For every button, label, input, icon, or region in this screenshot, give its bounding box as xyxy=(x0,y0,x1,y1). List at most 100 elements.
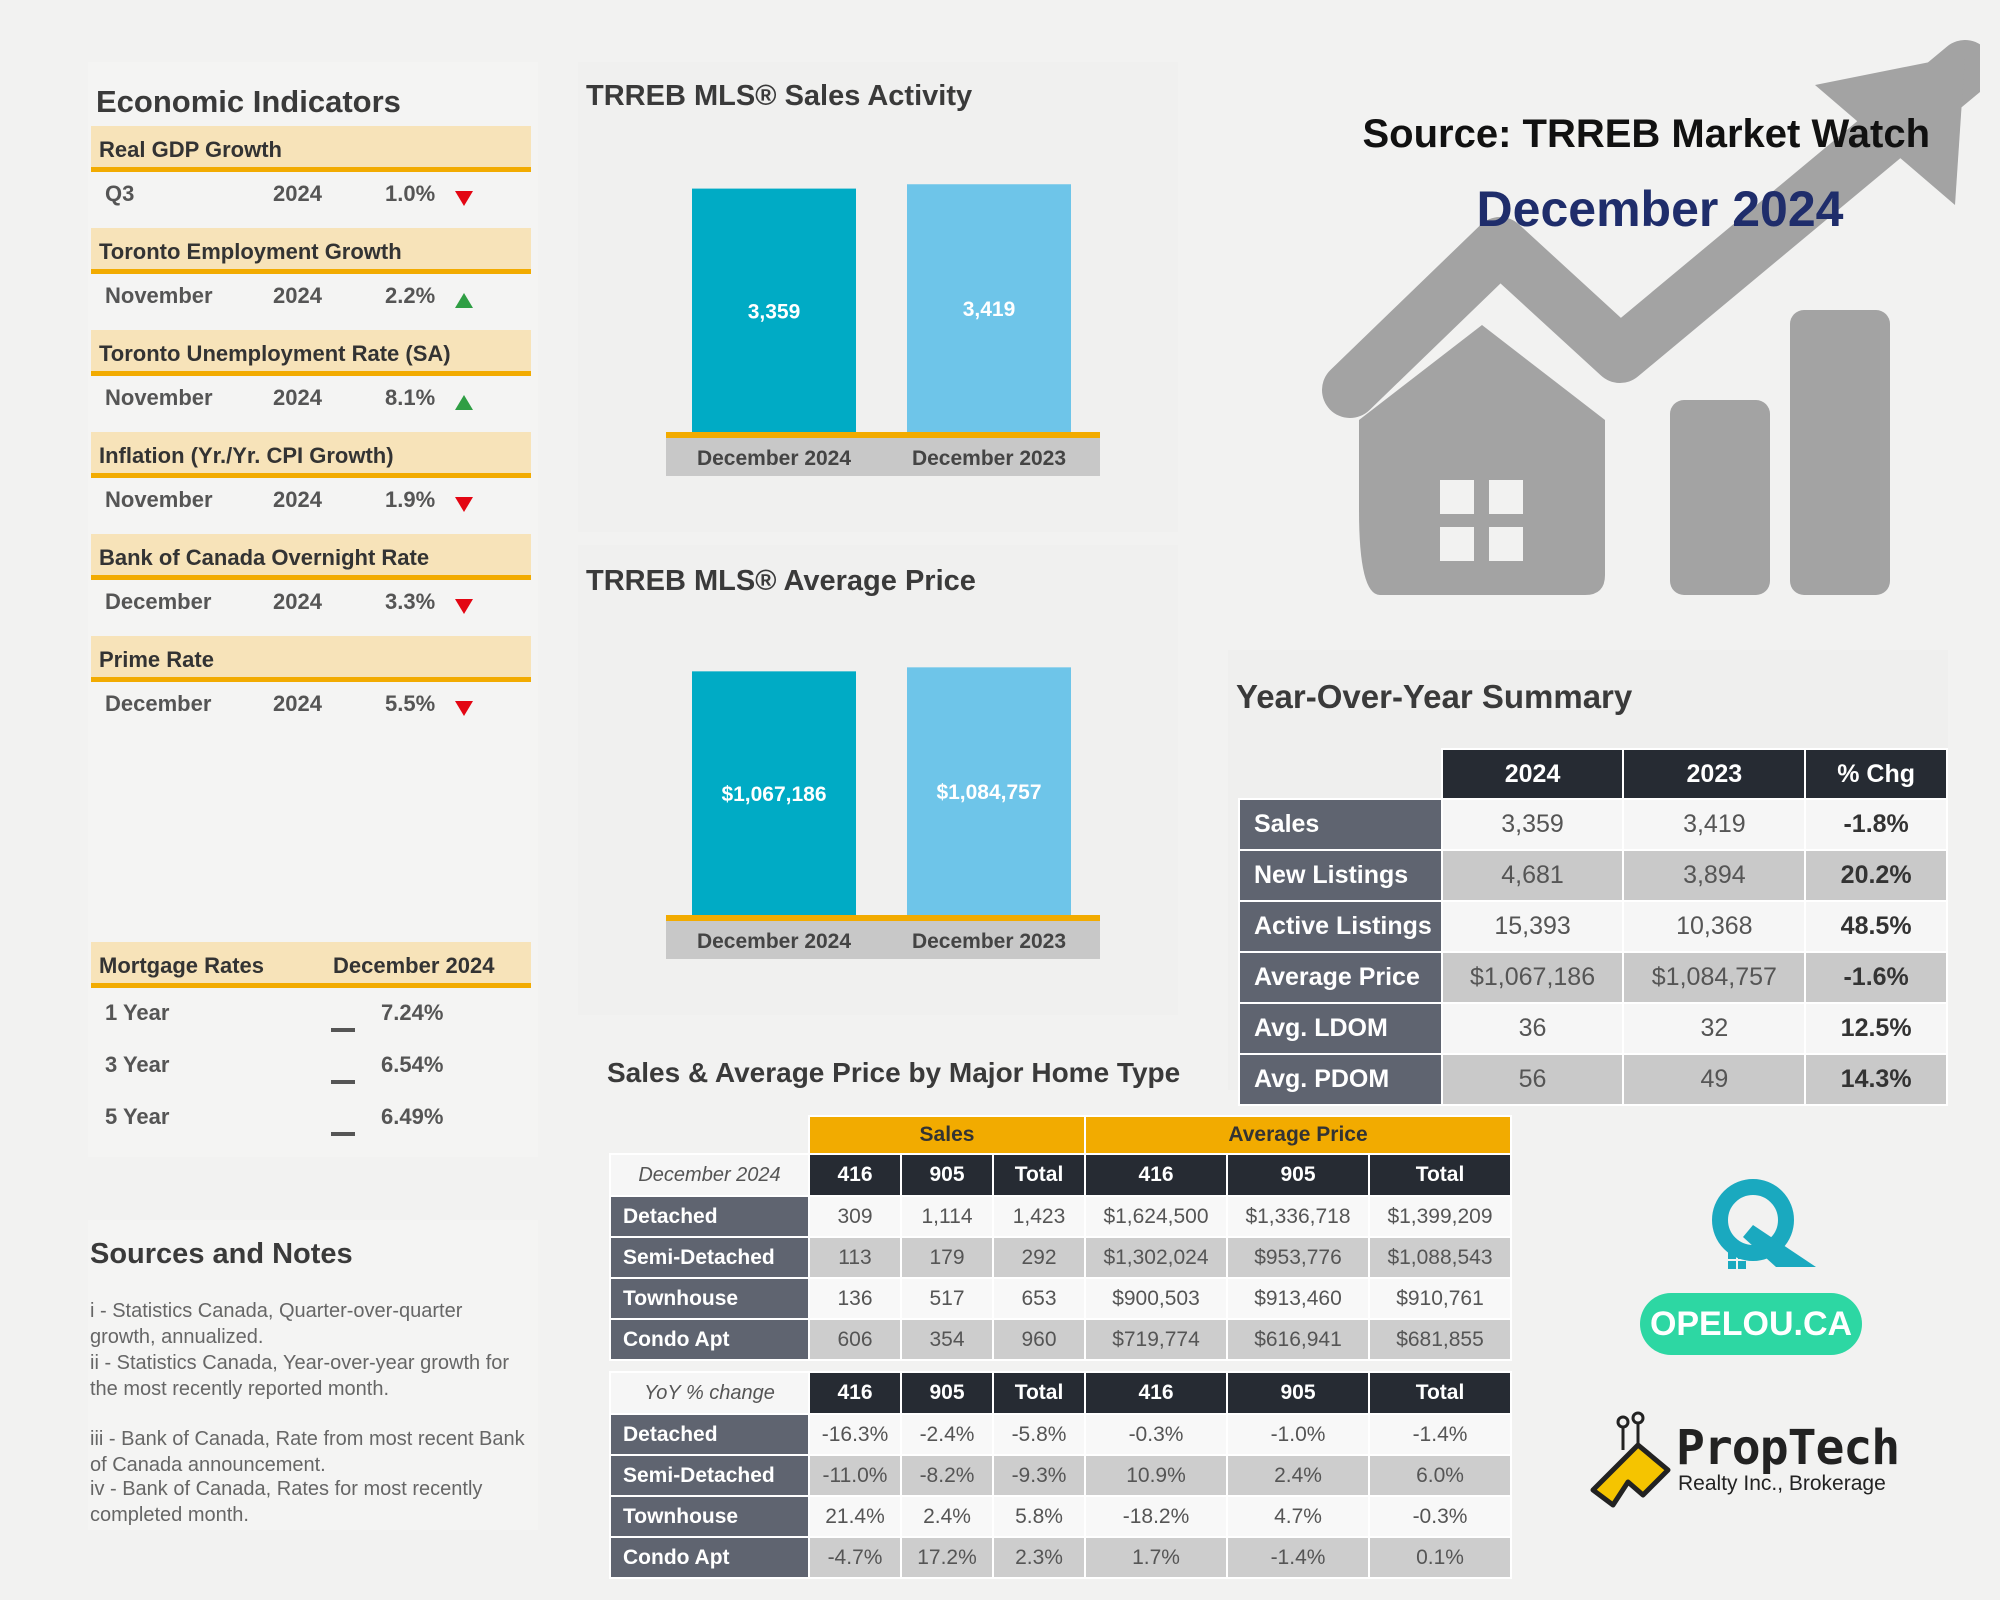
col-905: 905 xyxy=(1226,1371,1370,1415)
home-type-cell: 2.4% xyxy=(1226,1454,1370,1497)
indicator-name: Toronto Employment Growth xyxy=(91,228,531,274)
home-type-cell: -1.0% xyxy=(1226,1413,1370,1456)
growth-house-graphic xyxy=(1322,40,1980,595)
home-type-row: Townhouse 136 517 653 $900,503 $913,460 $910,7… xyxy=(609,1277,1512,1320)
opelou-site-badge[interactable]: OPELOU.CA xyxy=(1640,1293,1862,1355)
note-item: iv - Bank of Canada, Rates for most rece… xyxy=(90,1478,483,1526)
yoy-row: Avg. PDOM 56 49 14.3% xyxy=(1238,1053,1948,1106)
mortgage-rate: 7.24% xyxy=(381,1000,444,1025)
home-type-cell: 5.8% xyxy=(992,1495,1086,1538)
indicator-year: 2024 xyxy=(273,283,322,308)
home-type-cell: -1.4% xyxy=(1226,1536,1370,1579)
window-icon xyxy=(1440,527,1474,561)
home-type-cell: -0.3% xyxy=(1084,1413,1228,1456)
home-type-label: Detached xyxy=(609,1413,810,1456)
home-type-cell: 21.4% xyxy=(808,1495,902,1538)
sources-notes-panel: Sources and Notes i - Statistics Canada,… xyxy=(88,1220,538,1530)
home-type-cell: 0.1% xyxy=(1368,1536,1512,1579)
col-905: 905 xyxy=(1226,1153,1370,1197)
home-type-title: Sales & Average Price by Major Home Type xyxy=(607,1057,1181,1088)
price-group-header: Average Price xyxy=(1084,1115,1512,1155)
yoy-value-2024: $1,067,186 xyxy=(1440,951,1625,1004)
home-type-cell: 136 xyxy=(808,1277,902,1320)
home-type-cell: -0.3% xyxy=(1368,1495,1512,1538)
col-905: 905 xyxy=(900,1153,994,1197)
indicator-row: November 2024 1.9% xyxy=(91,478,531,522)
yoy-row-label: Active Listings xyxy=(1238,900,1443,953)
trend-down-icon xyxy=(455,186,473,212)
mortgage-row: 5 Year 6.49% xyxy=(91,1092,531,1144)
home-type-cell: -4.7% xyxy=(808,1536,902,1579)
home-type-cell: 354 xyxy=(900,1318,994,1361)
indicator-value: 2.2% xyxy=(385,283,436,308)
home-type-cell: 2.4% xyxy=(900,1495,994,1538)
mortgage-rates-header: Mortgage Rates December 2024 xyxy=(91,942,531,988)
window-icon xyxy=(1489,527,1523,561)
indicator-value: 5.5% xyxy=(385,691,436,716)
growth-bar-icon xyxy=(1790,310,1890,595)
trend-up-icon xyxy=(455,390,473,416)
home-type-cell: -1.4% xyxy=(1368,1413,1512,1456)
bar-2023 xyxy=(907,667,1071,915)
yoy-row-label: Sales xyxy=(1238,798,1443,851)
home-type-cell: -5.8% xyxy=(992,1413,1086,1456)
home-type-cell: $910,761 xyxy=(1368,1277,1512,1320)
yoy-col-header: 2024 xyxy=(1440,748,1625,800)
indicator-name: Prime Rate xyxy=(91,636,531,682)
average-price-title: TRREB MLS® Average Price xyxy=(586,565,976,597)
category-tick-label: December 2023 xyxy=(912,930,1066,953)
yoy-row-label: New Listings xyxy=(1238,849,1443,902)
yoy-value-2024: 15,393 xyxy=(1440,900,1625,953)
yoy-value-2023: 3,419 xyxy=(1622,798,1807,851)
home-type-label: Semi-Detached xyxy=(609,1454,810,1497)
bar-value-label: 3,419 xyxy=(963,298,1016,321)
yoy-value-2023: 10,368 xyxy=(1622,900,1807,953)
axis-baseline xyxy=(666,915,1100,921)
mortgage-rates-label: Mortgage Rates xyxy=(99,953,265,978)
yoy-value-2023: 32 xyxy=(1622,1002,1807,1055)
sales-activity-panel: TRREB MLS® Sales Activity 3,359 December … xyxy=(578,62,1178,532)
home-type-cell: $616,941 xyxy=(1226,1318,1370,1361)
sales-group-header: Sales xyxy=(808,1115,1086,1155)
mortgage-term: 1 Year xyxy=(105,1000,170,1025)
yoy-col-header: 2023 xyxy=(1622,748,1807,800)
category-tick-label: December 2023 xyxy=(912,447,1066,470)
indicator-period: December xyxy=(105,589,212,614)
home-type-cell: 113 xyxy=(808,1236,902,1279)
home-type-cell: 1,114 xyxy=(900,1195,994,1238)
home-type-cell: 1.7% xyxy=(1084,1536,1228,1579)
mortgage-rates-block: Mortgage Rates December 2024 1 Year 7.24%… xyxy=(91,942,531,1144)
indicator-period: November xyxy=(105,385,213,410)
indicator-row: December 2024 5.5% xyxy=(91,682,531,726)
indicator-value: 1.9% xyxy=(385,487,436,512)
home-type-cell: 4.7% xyxy=(1226,1495,1370,1538)
current-period-label: December 2024 xyxy=(609,1153,810,1197)
window-icon xyxy=(1440,480,1474,514)
yoy-value-2024: 4,681 xyxy=(1440,849,1625,902)
axis-label-band xyxy=(666,438,1100,476)
home-type-label: Condo Apt xyxy=(609,1318,810,1361)
home-type-label: Townhouse xyxy=(609,1495,810,1538)
trend-down-icon xyxy=(455,492,473,518)
home-type-cell: -11.0% xyxy=(808,1454,902,1497)
trend-down-icon xyxy=(455,594,473,620)
yoy-value-2024: 36 xyxy=(1440,1002,1625,1055)
change-period-label: YoY % change xyxy=(609,1371,810,1415)
mortgage-term: 3 Year xyxy=(105,1052,170,1077)
house-icon xyxy=(1359,325,1605,595)
home-type-cell: -16.3% xyxy=(808,1413,902,1456)
economic-indicators-panel: Economic Indicators Real GDP Growth Q3 202… xyxy=(88,62,538,1157)
home-type-cell: 10.9% xyxy=(1084,1454,1228,1497)
indicator-year: 2024 xyxy=(273,487,322,512)
yoy-value-2024: 3,359 xyxy=(1440,798,1625,851)
proptech-brand-subtitle: Realty Inc., Brokerage xyxy=(1678,1472,1886,1495)
home-type-label: Condo Apt xyxy=(609,1536,810,1579)
home-type-cell: $1,088,543 xyxy=(1368,1236,1512,1279)
home-type-row: Condo Apt -4.7% 17.2% 2.3% 1.7% -1.4% 0.1% xyxy=(609,1536,1512,1579)
home-type-cell: 2.3% xyxy=(992,1536,1086,1579)
note-item: ii - Statistics Canada, Year-over-year g… xyxy=(90,1352,510,1400)
home-type-table: Sales Average Price December 2024 416 90… xyxy=(609,1115,1512,1579)
indicator-period: December xyxy=(105,691,212,716)
source-label: Source: TRREB Market Watch xyxy=(1362,112,1931,156)
yoy-change: 12.5% xyxy=(1804,1002,1948,1055)
